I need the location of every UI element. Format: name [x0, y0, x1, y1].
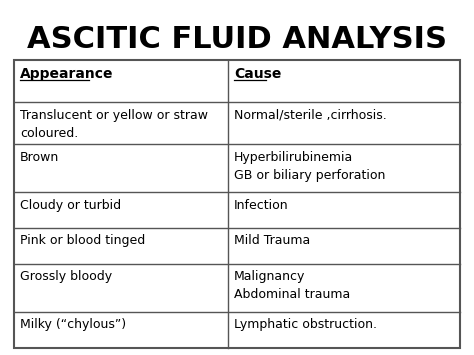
Text: Infection: Infection — [234, 198, 288, 212]
Text: ASCITIC FLUID ANALYSIS: ASCITIC FLUID ANALYSIS — [27, 25, 447, 54]
Text: Cloudy or turbid: Cloudy or turbid — [20, 198, 121, 212]
Text: Grossly bloody: Grossly bloody — [20, 271, 112, 283]
Text: Milky (“chylous”): Milky (“chylous”) — [20, 318, 126, 331]
Text: Malignancy
Abdominal trauma: Malignancy Abdominal trauma — [234, 271, 350, 301]
Text: Hyperbilirubinemia
GB or biliary perforation: Hyperbilirubinemia GB or biliary perfora… — [234, 151, 385, 182]
Text: Mild Trauma: Mild Trauma — [234, 235, 310, 247]
Text: Translucent or yellow or straw
coloured.: Translucent or yellow or straw coloured. — [20, 109, 208, 140]
Text: Normal/sterile ,cirrhosis.: Normal/sterile ,cirrhosis. — [234, 109, 386, 122]
Text: Cause: Cause — [234, 67, 281, 81]
Text: Pink or blood tinged: Pink or blood tinged — [20, 235, 145, 247]
Text: Appearance: Appearance — [20, 67, 113, 81]
Text: Lymphatic obstruction.: Lymphatic obstruction. — [234, 318, 377, 331]
Text: Brown: Brown — [20, 151, 59, 164]
